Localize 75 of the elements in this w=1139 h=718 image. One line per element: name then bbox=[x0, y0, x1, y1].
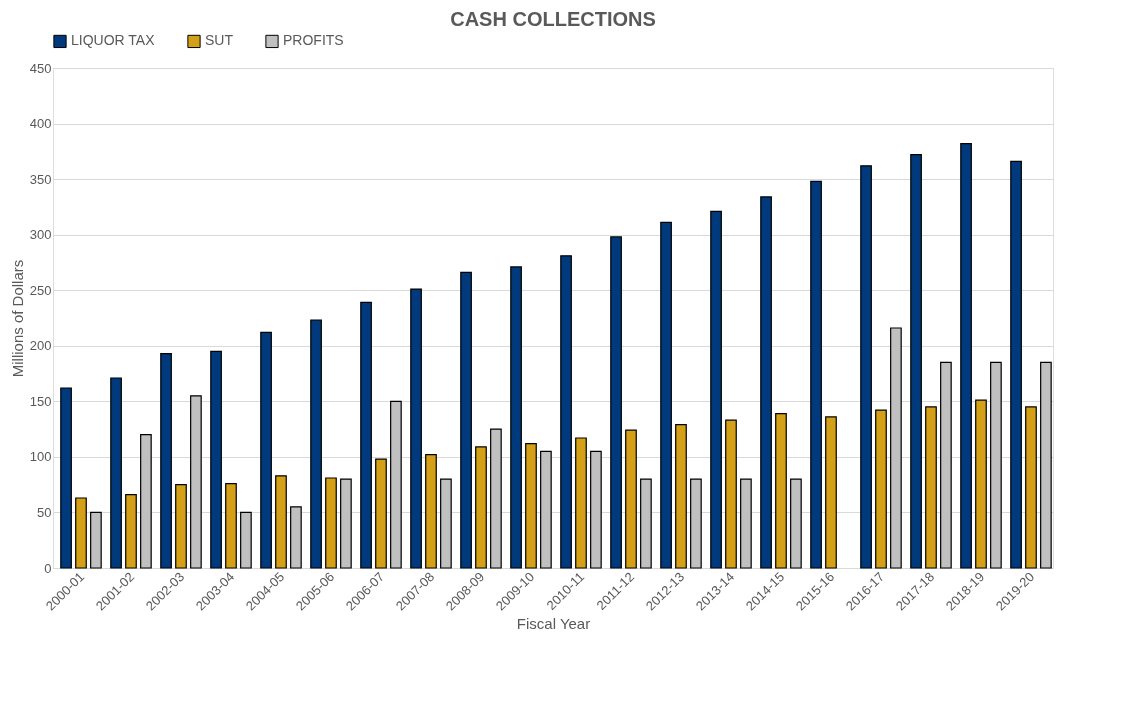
y-tick-label: 100 bbox=[29, 449, 52, 465]
bar bbox=[810, 180, 822, 569]
bar bbox=[360, 301, 372, 569]
y-axis-title: Millions of Dollars bbox=[8, 259, 26, 378]
bar bbox=[1010, 160, 1022, 569]
bar bbox=[410, 288, 422, 569]
legend-label: LIQUOR TAX bbox=[71, 32, 156, 49]
bar bbox=[660, 221, 672, 569]
bar bbox=[75, 497, 87, 569]
y-tick-label: 0 bbox=[44, 560, 52, 576]
bar bbox=[240, 511, 252, 569]
bar bbox=[925, 406, 937, 569]
bar bbox=[390, 400, 402, 569]
bar bbox=[640, 478, 652, 569]
bar bbox=[975, 399, 987, 569]
bar bbox=[475, 446, 487, 569]
bar bbox=[725, 419, 737, 569]
bar bbox=[425, 454, 437, 569]
y-tick-label: 250 bbox=[29, 282, 52, 298]
x-axis-title: Fiscal Year bbox=[516, 615, 591, 633]
bar bbox=[175, 484, 187, 569]
bar bbox=[790, 478, 802, 569]
y-tick-label: 200 bbox=[29, 338, 52, 354]
bar bbox=[460, 271, 472, 569]
bar bbox=[560, 255, 572, 569]
y-tick-label: 350 bbox=[29, 171, 52, 187]
bar bbox=[375, 458, 387, 569]
bar bbox=[160, 352, 172, 569]
bar bbox=[290, 506, 302, 569]
bar bbox=[825, 416, 837, 569]
y-tick-label: 400 bbox=[29, 116, 52, 132]
bar bbox=[275, 475, 287, 569]
y-tick-label: 150 bbox=[29, 393, 52, 409]
bar bbox=[125, 494, 137, 569]
bar bbox=[775, 412, 787, 569]
bar bbox=[210, 350, 222, 569]
bar bbox=[960, 142, 972, 569]
bar bbox=[260, 331, 272, 569]
bar bbox=[1025, 406, 1037, 569]
bar bbox=[940, 361, 952, 569]
chart-title: CASH COLLECTIONS bbox=[450, 8, 656, 30]
legend-label: PROFITS bbox=[283, 32, 344, 49]
y-tick-label: 450 bbox=[29, 60, 52, 76]
bar bbox=[190, 395, 202, 569]
bar bbox=[690, 478, 702, 569]
legend-label: SUT bbox=[205, 32, 234, 49]
bar bbox=[510, 266, 522, 569]
bar bbox=[310, 319, 322, 569]
bar bbox=[760, 196, 772, 569]
bar bbox=[610, 236, 622, 569]
bar bbox=[340, 478, 352, 569]
bar bbox=[910, 154, 922, 569]
bar bbox=[1040, 361, 1052, 569]
bar bbox=[890, 327, 902, 569]
bar bbox=[540, 450, 552, 569]
bar bbox=[860, 165, 872, 569]
bar bbox=[575, 437, 587, 569]
bar bbox=[525, 442, 537, 569]
bar bbox=[90, 511, 102, 569]
bar bbox=[710, 210, 722, 569]
bar bbox=[740, 478, 752, 569]
bar bbox=[590, 450, 602, 569]
bar bbox=[110, 377, 122, 569]
bar bbox=[140, 434, 152, 569]
bar bbox=[440, 478, 452, 569]
bar bbox=[675, 424, 687, 569]
y-tick-label: 50 bbox=[37, 504, 52, 520]
bar bbox=[60, 387, 72, 569]
bar bbox=[225, 482, 237, 569]
bar bbox=[490, 428, 502, 569]
bar bbox=[875, 409, 887, 569]
bar bbox=[990, 361, 1002, 569]
bar bbox=[325, 477, 337, 569]
bar bbox=[625, 429, 637, 569]
y-tick-label: 300 bbox=[29, 227, 52, 243]
